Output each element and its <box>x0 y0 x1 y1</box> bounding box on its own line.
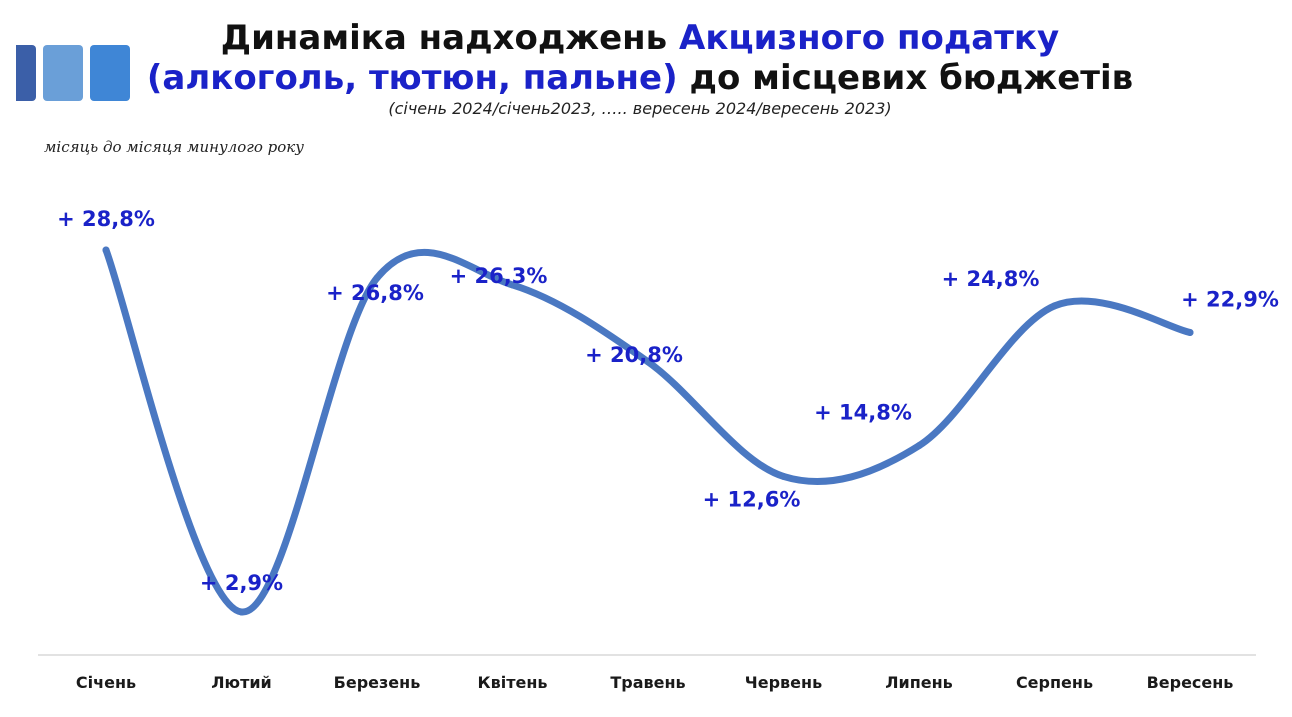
chart-note: місяць до місяця минулого року <box>44 138 304 156</box>
title-highlight-part-2: (алкоголь, тютюн, пальне) <box>146 58 678 98</box>
data-point <box>102 246 110 254</box>
data-point <box>915 442 923 450</box>
x-tick-label: Серпень <box>1016 673 1093 692</box>
x-tick-label: Лютий <box>211 673 272 692</box>
x-tick-label: Липень <box>885 673 953 692</box>
data-point <box>373 274 381 282</box>
data-point <box>238 608 245 616</box>
x-tick-label: Квітень <box>478 673 548 692</box>
series-line <box>102 246 1194 616</box>
title-plain-part: Динаміка надходжень <box>220 18 679 58</box>
x-tick-label: Березень <box>334 673 421 692</box>
chart-title-line-1: Динаміка надходжень Акцизного податку <box>140 18 1140 58</box>
x-tick-label: Травень <box>610 673 685 692</box>
data-label: + 20,8% <box>585 343 683 367</box>
data-label: + 26,8% <box>326 281 424 305</box>
title-plain-part-2: до місцевих бюджетів <box>677 58 1134 98</box>
logo-square-3 <box>90 45 130 101</box>
data-label: + 12,6% <box>703 487 801 511</box>
data-label: + 28,8% <box>57 207 155 231</box>
data-label: + 22,9% <box>1181 287 1279 311</box>
data-label: + 14,8% <box>814 401 912 425</box>
logo-square-1 <box>16 45 36 101</box>
x-tick-label: Вересень <box>1147 673 1234 692</box>
data-label: + 24,8% <box>942 267 1040 291</box>
data-label: + 2,9% <box>200 571 283 595</box>
data-point <box>780 472 787 480</box>
chart-title-line-2: (алкоголь, тютюн, пальне) до місцевих бю… <box>140 58 1140 98</box>
x-tick-label: Січень <box>76 673 136 692</box>
chart-subtitle: (січень 2024/січень2023, ….. вересень 20… <box>388 99 892 118</box>
logo-squares <box>16 45 136 101</box>
x-tick-label: Червень <box>745 673 822 692</box>
title-highlight-part: Акцизного податку <box>679 18 1060 58</box>
data-label: + 26,3% <box>450 264 548 288</box>
data-point <box>1186 328 1194 336</box>
logo-square-2 <box>43 45 83 101</box>
data-point <box>1051 302 1058 310</box>
data-point <box>509 281 516 289</box>
data-point <box>644 358 652 366</box>
